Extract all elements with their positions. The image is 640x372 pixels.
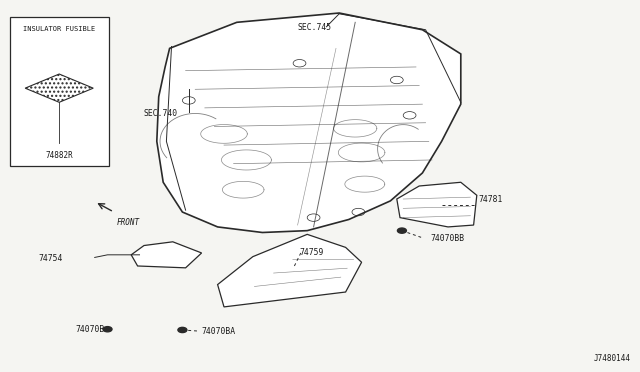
Text: 74781: 74781 [479, 195, 503, 203]
Text: 74070B: 74070B [76, 325, 105, 334]
Polygon shape [131, 242, 202, 268]
Polygon shape [25, 74, 93, 102]
Text: 74070BB: 74070BB [430, 234, 464, 243]
Text: SEC.745: SEC.745 [298, 23, 332, 32]
Text: 74759: 74759 [300, 248, 324, 257]
Bar [10, 17, 109, 166]
Text: FRONT: FRONT [117, 218, 140, 227]
Text: INSULATOR FUSIBLE: INSULATOR FUSIBLE [23, 26, 95, 32]
Text: 74070BA: 74070BA [202, 327, 236, 336]
Circle shape [103, 327, 112, 332]
Polygon shape [157, 13, 461, 232]
Circle shape [397, 228, 406, 233]
Polygon shape [218, 234, 362, 307]
Text: SEC.740: SEC.740 [144, 109, 178, 118]
Text: 74754: 74754 [38, 254, 63, 263]
Circle shape [178, 327, 187, 333]
Polygon shape [397, 182, 477, 227]
Text: J7480144: J7480144 [593, 354, 630, 363]
Text: 74882R: 74882R [45, 151, 73, 160]
